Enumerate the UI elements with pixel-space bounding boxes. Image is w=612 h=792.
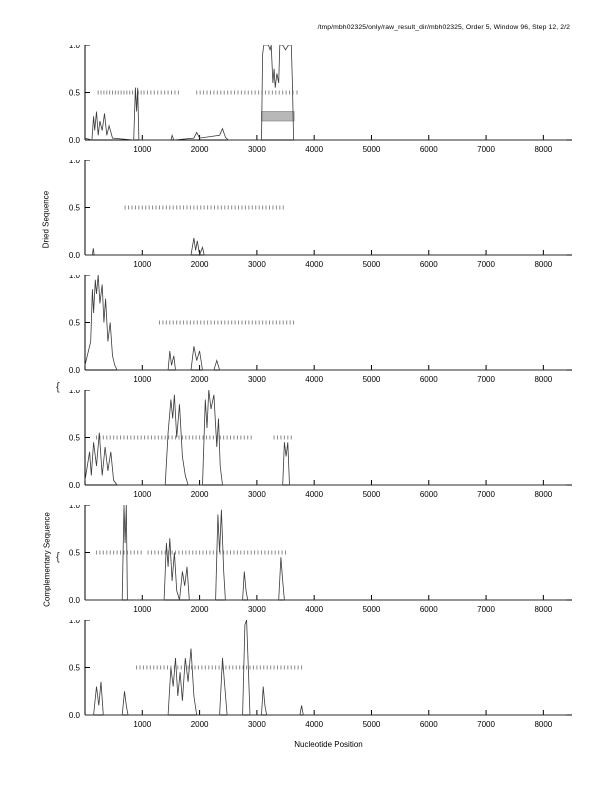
chart-title: /tmp/mbh02325/only/raw_result_dir/mbh023…	[317, 24, 570, 31]
panel-plot-dried-2: 0.0 0.5 1.0 1000 2000 3000 4000 5000 6000 7000 800…	[69, 160, 572, 269]
y-tick-label: 0.5	[69, 664, 81, 673]
x-tick-label: 5000	[363, 605, 381, 614]
probability-trace	[85, 237, 567, 257]
x-tick-label: 7000	[477, 145, 495, 154]
x-tick-label: 6000	[420, 720, 438, 729]
x-tick-label: 3000	[248, 490, 266, 499]
x-tick-label: 7000	[477, 605, 495, 614]
x-tick-label: 2000	[191, 145, 209, 154]
probability-trace	[84, 45, 567, 141]
y-tick-label: 0.0	[69, 136, 81, 145]
x-tick-label: 4000	[305, 720, 323, 729]
x-tick-label: 4000	[305, 260, 323, 269]
x-tick-label: 1000	[133, 720, 151, 729]
x-tick-label: 1000	[133, 145, 151, 154]
probability-trace	[84, 390, 567, 486]
x-tick-label: 3000	[248, 145, 266, 154]
x-tick-label: 1000	[133, 260, 151, 269]
x-tick-label: 4000	[305, 145, 323, 154]
x-tick-label: 6000	[420, 145, 438, 154]
x-tick-label: 5000	[363, 375, 381, 384]
x-axis-label: Nucleotide Position	[294, 740, 363, 749]
x-tick-label: 2000	[191, 260, 209, 269]
x-tick-label: 2000	[191, 375, 209, 384]
x-tick-label: 1000	[133, 375, 151, 384]
panel-plot-dried-1: 0.0 0.5 1.0 1000 2000 3000 4000 5000 6000 7000 800…	[69, 45, 572, 154]
y-tick-label: 0.0	[69, 596, 81, 605]
y-tick-label: 1.0	[69, 45, 81, 50]
x-tick-label: 8000	[534, 260, 552, 269]
y-tick-label: 0.5	[69, 204, 81, 213]
x-tick-label: 6000	[420, 260, 438, 269]
y-tick-label: 0.5	[69, 319, 81, 328]
brace-icon: {	[56, 551, 60, 563]
brace-icon: {	[56, 381, 60, 393]
x-tick-label: 7000	[477, 375, 495, 384]
y-tick-label: 1.0	[69, 390, 81, 395]
x-tick-label: 8000	[534, 145, 552, 154]
x-tick-label: 7000	[477, 260, 495, 269]
probability-trace	[84, 275, 567, 371]
x-tick-label: 3000	[248, 260, 266, 269]
x-tick-label: 8000	[534, 720, 552, 729]
x-tick-label: 5000	[363, 145, 381, 154]
x-tick-label: 2000	[191, 605, 209, 614]
x-tick-label: 3000	[248, 720, 266, 729]
y-tick-label: 1.0	[69, 160, 81, 165]
y-tick-label: 0.0	[69, 711, 81, 720]
y-tick-label: 1.0	[69, 505, 81, 510]
y-tick-label: 0.5	[69, 89, 81, 98]
panel-plot-complementary-1: 0.0 0.5 1.0 1000 2000 3000 4000 5000 6000 7000 800…	[69, 390, 572, 499]
y-tick-label: 0.0	[69, 251, 81, 260]
x-tick-label: 2000	[191, 720, 209, 729]
x-tick-label: 1000	[133, 605, 151, 614]
panel-plot-dried-3: 0.0 0.5 1.0 1000 2000 3000 4000 5000 6000 7000 800…	[69, 275, 572, 384]
x-tick-label: 3000	[248, 375, 266, 384]
x-tick-label: 7000	[477, 490, 495, 499]
y-tick-label: 0.5	[69, 549, 81, 558]
x-tick-label: 4000	[305, 605, 323, 614]
panel-plot-complementary-2: 0.0 0.5 1.0 1000 2000 3000 4000 5000 6000 7000 800…	[69, 505, 572, 614]
y-group-label-complementary: Complementary Sequence	[42, 512, 52, 607]
y-group-label-dried: Dried Sequence	[41, 190, 51, 249]
highlight-region	[261, 111, 295, 122]
x-tick-label: 6000	[420, 490, 438, 499]
x-tick-label: 3000	[248, 605, 266, 614]
y-tick-label: 1.0	[69, 275, 81, 280]
x-tick-label: 4000	[305, 375, 323, 384]
x-tick-label: 4000	[305, 490, 323, 499]
x-tick-label: 7000	[477, 720, 495, 729]
y-tick-label: 0.0	[69, 366, 81, 375]
x-tick-label: 5000	[363, 490, 381, 499]
x-tick-label: 5000	[363, 720, 381, 729]
x-tick-label: 2000	[191, 490, 209, 499]
x-tick-label: 6000	[420, 605, 438, 614]
panel-plot-complementary-3: 0.0 0.5 1.0 1000 2000 3000 4000 5000 6000 7000 800…	[69, 620, 572, 729]
x-tick-label: 8000	[534, 490, 552, 499]
y-tick-label: 0.5	[69, 434, 81, 443]
x-tick-label: 1000	[133, 490, 151, 499]
x-tick-label: 8000	[534, 375, 552, 384]
x-tick-label: 8000	[534, 605, 552, 614]
x-tick-label: 6000	[420, 375, 438, 384]
probability-trace	[85, 620, 567, 716]
y-tick-label: 1.0	[69, 620, 81, 625]
probability-trace	[85, 505, 567, 601]
x-tick-label: 5000	[363, 260, 381, 269]
y-tick-label: 0.0	[69, 481, 81, 490]
